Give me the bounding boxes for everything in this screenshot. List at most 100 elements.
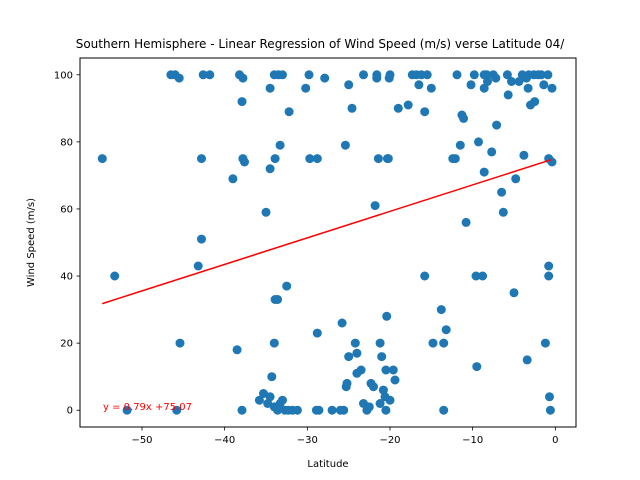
data-point <box>530 97 540 107</box>
data-point <box>122 405 132 415</box>
data-point <box>305 154 315 164</box>
data-point <box>364 402 374 412</box>
data-point <box>474 137 483 147</box>
data-point <box>544 261 554 271</box>
y-tick-label: 0 <box>67 406 73 417</box>
data-point <box>483 77 492 86</box>
data-point <box>381 405 391 415</box>
y-tick-label: 80 <box>60 137 73 148</box>
chart-title: Southern Hemisphere - Linear Regression … <box>76 37 566 51</box>
data-point <box>254 395 264 405</box>
data-point <box>97 154 107 164</box>
data-point <box>375 338 385 348</box>
data-point <box>344 352 354 362</box>
data-point <box>472 362 482 372</box>
data-point <box>383 154 393 164</box>
data-point <box>342 378 352 388</box>
data-point <box>439 405 449 415</box>
data-point <box>503 90 513 100</box>
x-axis-ticks: −50 −40 −30 −20 −10 0 <box>131 427 559 446</box>
data-point <box>375 399 385 408</box>
data-point <box>536 70 546 80</box>
data-point <box>523 83 533 93</box>
data-point <box>352 348 362 358</box>
data-point <box>519 150 529 160</box>
data-point <box>420 107 430 117</box>
data-point <box>455 140 465 150</box>
data-point <box>275 140 285 150</box>
y-tick-label: 20 <box>60 339 73 350</box>
regression-line <box>102 158 552 305</box>
data-point <box>479 167 489 177</box>
data-point <box>175 338 185 348</box>
data-point <box>544 271 554 281</box>
data-point <box>545 405 555 415</box>
data-point <box>237 405 247 415</box>
data-point <box>197 234 206 244</box>
data-point <box>393 103 403 113</box>
y-axis-ticks: 0 20 40 60 80 100 <box>54 70 80 417</box>
y-tick-label: 100 <box>54 70 73 81</box>
data-point <box>312 328 322 338</box>
data-point <box>403 100 413 110</box>
data-point <box>381 365 391 375</box>
data-point <box>110 271 120 281</box>
data-point <box>547 157 557 167</box>
data-point <box>540 338 550 348</box>
plot-area-frame <box>79 57 577 428</box>
data-point <box>327 405 337 415</box>
data-point <box>347 103 357 113</box>
x-tick-label: −10 <box>462 435 483 446</box>
data-point <box>174 73 184 83</box>
data-point <box>304 70 314 80</box>
data-point <box>240 157 249 167</box>
data-point <box>514 77 524 86</box>
data-point <box>502 70 512 80</box>
data-point <box>198 70 208 80</box>
data-point <box>545 392 554 402</box>
regression-equation: y = 0.79x +75.07 <box>103 402 192 413</box>
data-point <box>265 83 275 93</box>
data-point <box>498 207 508 217</box>
data-point <box>337 318 347 328</box>
data-point <box>422 70 432 80</box>
y-tick-label: 60 <box>60 204 73 215</box>
data-point <box>482 70 492 80</box>
data-point <box>373 154 383 164</box>
data-point <box>265 164 275 174</box>
data-point <box>205 70 215 80</box>
regression-layer <box>102 158 552 305</box>
data-point <box>193 261 203 271</box>
data-point <box>414 80 424 90</box>
data-point <box>278 395 287 405</box>
data-point <box>436 305 446 315</box>
data-point <box>539 80 549 90</box>
data-point <box>459 113 469 123</box>
data-point <box>370 201 380 211</box>
data-point <box>522 355 532 365</box>
data-point <box>273 295 283 304</box>
data-point <box>388 365 398 375</box>
data-point <box>497 187 507 197</box>
data-point <box>340 140 350 150</box>
data-point <box>301 83 311 93</box>
data-point <box>543 70 553 80</box>
data-point <box>344 80 354 90</box>
data-point <box>478 271 488 281</box>
data-point <box>547 83 557 93</box>
data-point <box>426 83 436 93</box>
data-point <box>172 405 182 415</box>
data-point <box>261 207 271 217</box>
data-point <box>509 288 519 298</box>
y-axis-title: Wind Speed (m/s) <box>26 198 37 287</box>
data-point <box>282 281 292 291</box>
data-point <box>339 405 349 415</box>
data-point <box>312 154 322 164</box>
data-points <box>97 70 557 415</box>
data-point <box>237 97 247 107</box>
data-point <box>441 325 451 335</box>
data-point <box>439 338 449 348</box>
data-point <box>385 395 395 405</box>
x-tick-label: 0 <box>552 435 558 446</box>
